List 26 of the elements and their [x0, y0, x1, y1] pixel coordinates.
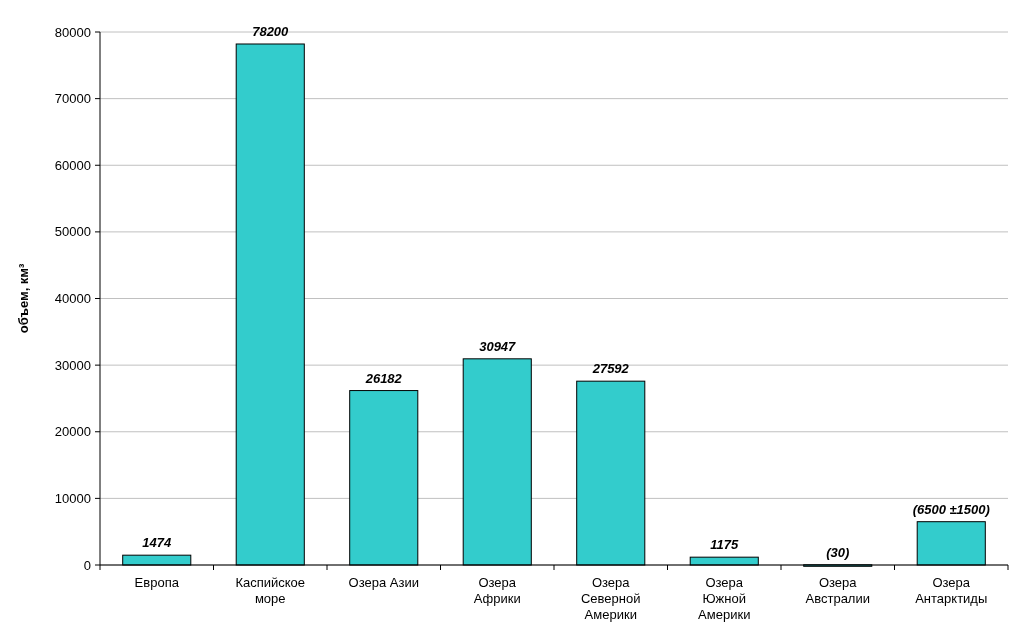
data-label: 30947 [479, 338, 517, 354]
x-tick-label: Озера Австралии [805, 575, 870, 606]
data-label: 1474 [142, 535, 172, 551]
y-tick-label: 70000 [54, 91, 91, 107]
x-tick-label: Каспийское море [235, 575, 306, 606]
y-tick-label: 50000 [54, 224, 91, 240]
data-label: (6500 ±1500) [912, 501, 990, 517]
y-axis-title: объем, км³ [16, 263, 31, 334]
data-label: (30) [826, 544, 850, 560]
y-tick-label: 80000 [54, 24, 91, 40]
y-tick-label: 20000 [54, 424, 91, 440]
x-tick-label: Озера Азии [348, 575, 419, 590]
data-label: 27592 [591, 361, 630, 377]
x-tick-label: Озера Южной Америки [698, 575, 751, 622]
data-label: 78200 [252, 23, 290, 39]
y-tick-label: 40000 [54, 291, 91, 307]
data-label: 1175 [710, 537, 739, 553]
x-tick-label: Европа [134, 575, 180, 590]
x-tick-label: Озера Африки [473, 575, 521, 606]
y-tick-label: 30000 [54, 357, 91, 373]
data-label: 26182 [364, 370, 403, 386]
y-tick-label: 10000 [54, 490, 91, 506]
y-tick-label: 60000 [54, 157, 91, 173]
x-tick-label: Озера Антарктиды [915, 575, 988, 606]
x-tick-label: Озера Северной Америки [580, 575, 641, 622]
y-tick-label: 0 [83, 557, 91, 573]
